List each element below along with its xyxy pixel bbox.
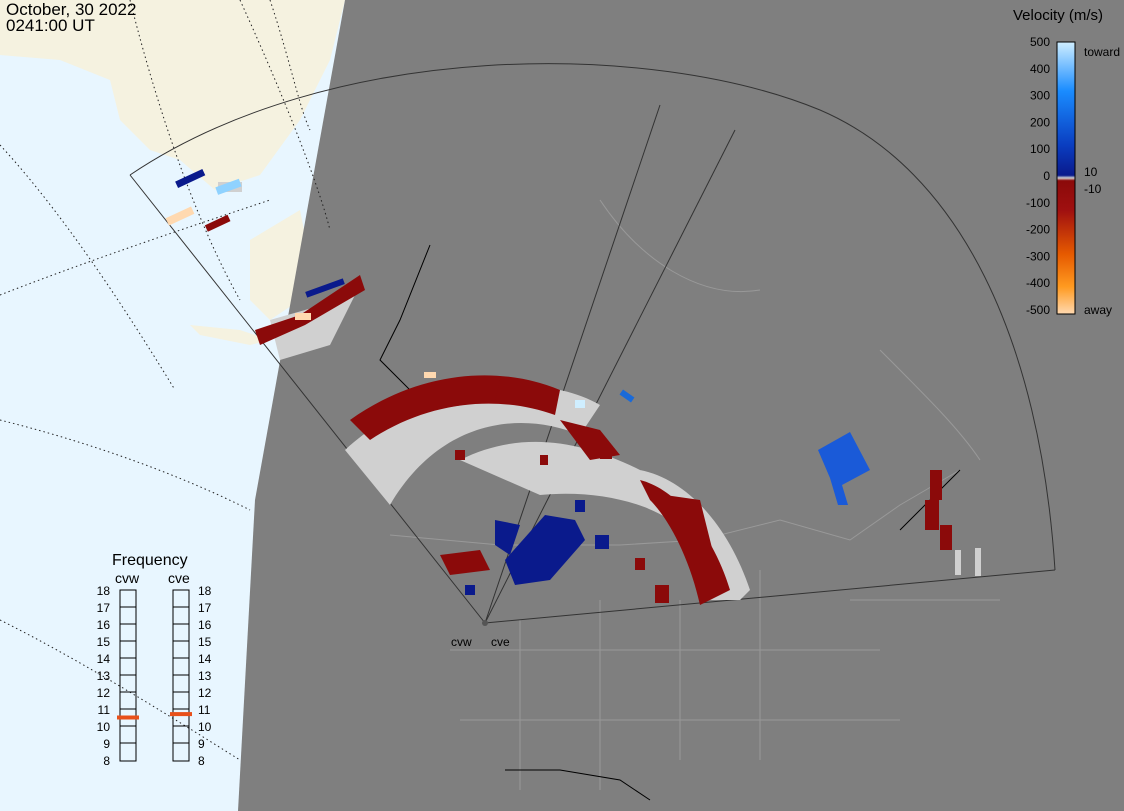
frequency-marker-cve — [170, 712, 192, 717]
colorbar-tick: 0 — [1043, 169, 1050, 183]
frequency-level-label: 12 — [97, 686, 111, 700]
frequency-level-label: 8 — [103, 754, 110, 768]
frequency-marker-cvw — [117, 715, 139, 720]
frequency-level-label: 10 — [97, 720, 111, 734]
frequency-level-label: 10 — [198, 720, 212, 734]
velocity-away-echoes — [204, 214, 952, 605]
colorbar-tick: -100 — [1026, 196, 1050, 210]
colorbar-tick: 200 — [1030, 115, 1050, 129]
frequency-level-label: 17 — [198, 601, 212, 615]
frequency-scale: 18 17 16 15 14 13 12 11 10 9 8 18 17 16 15 14 13 12 11 10 9 8 — [97, 584, 212, 768]
colorbar-tick: -300 — [1026, 249, 1050, 263]
frequency-level-label: 17 — [97, 601, 111, 615]
colorbar-toward-label: toward — [1084, 45, 1120, 59]
frequency-radar-cvw: cvw — [115, 570, 140, 586]
velocity-toward-echoes — [175, 168, 870, 595]
radar-sites: cvw cve — [451, 620, 510, 649]
night-region — [238, 0, 1124, 811]
site-label-cvw: cvw — [451, 635, 472, 649]
colorbar-threshold-neg: -10 — [1084, 182, 1102, 196]
colorbar-threshold-pos: 10 — [1084, 165, 1098, 179]
colorbar-tick: -400 — [1026, 276, 1050, 290]
timestamp-time: 0241:00 UT — [6, 16, 95, 35]
frequency-level-label: 8 — [198, 754, 205, 768]
frequency-level-label: 18 — [198, 584, 212, 598]
colorbar-tick: 400 — [1030, 62, 1050, 76]
frequency-level-label: 14 — [97, 652, 111, 666]
colorbar-tick: -200 — [1026, 223, 1050, 237]
colorbar-away-label: away — [1084, 303, 1112, 317]
frequency-level-label: 13 — [198, 669, 212, 683]
frequency-level-label: 9 — [198, 737, 205, 751]
radar-site-marker — [482, 620, 488, 626]
frequency-level-label: 14 — [198, 652, 212, 666]
frequency-level-label: 9 — [103, 737, 110, 751]
colorbar-tick-labels: 500 400 300 200 100 0 -100 -200 -300 -400 -500 — [1026, 35, 1050, 317]
frequency-panel: Frequency cvw cve 1817161514131211109818… — [97, 552, 212, 768]
land-day-peninsula — [190, 325, 270, 345]
frequency-title: Frequency — [112, 552, 188, 569]
frequency-level-label: 15 — [97, 635, 111, 649]
land-day-alaska — [0, 0, 345, 190]
colorbar-title: Velocity (m/s) — [1013, 7, 1103, 24]
frequency-level-label: 16 — [198, 618, 212, 632]
timestamp-date: October, 30 2022 — [6, 0, 137, 19]
frequency-level-label: 15 — [198, 635, 212, 649]
colorbar-tick: 300 — [1030, 89, 1050, 103]
colorbar-tick: 500 — [1030, 35, 1050, 49]
frequency-level-label: 12 — [198, 686, 212, 700]
colorbar-tick: 100 — [1030, 142, 1050, 156]
colorbar-gradient — [1056, 41, 1076, 315]
velocity-colorbar: Velocity (m/s) 500 400 300 200 100 0 -100 -200 -… — [1013, 7, 1120, 317]
frequency-level-label: 11 — [198, 703, 211, 717]
graticule — [0, 0, 331, 761]
frequency-level-label: 13 — [97, 669, 111, 683]
frequency-level-label: 11 — [98, 703, 111, 717]
frequency-radar-cve: cve — [168, 570, 190, 586]
velocity-fast-echoes — [165, 178, 585, 408]
colorbar-tick: -500 — [1026, 303, 1050, 317]
site-label-cve: cve — [491, 635, 510, 649]
frequency-level-label: 16 — [97, 618, 111, 632]
frequency-level-label: 18 — [97, 584, 111, 598]
